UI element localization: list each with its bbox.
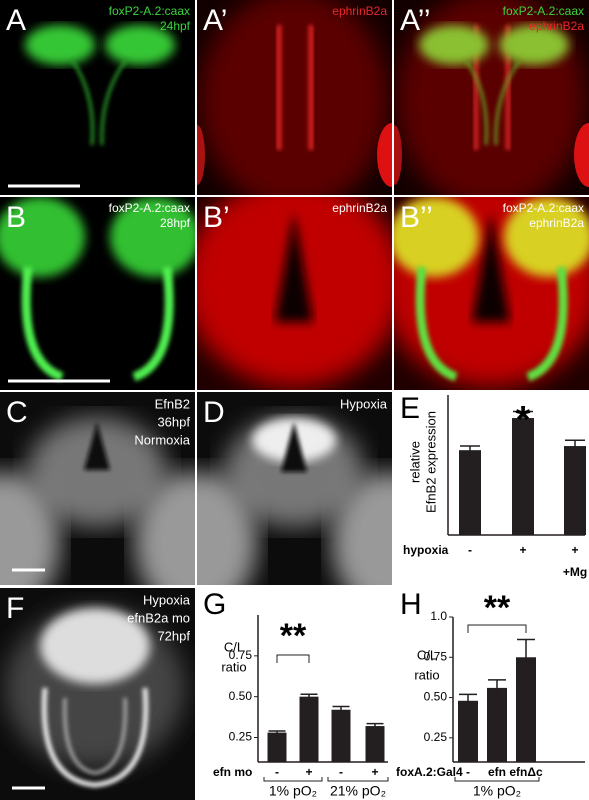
y-tick-label: 0.25: [229, 730, 253, 744]
error-bar: [459, 693, 477, 708]
group-bracket: [327, 777, 389, 782]
panel-letter: A’’: [400, 4, 431, 37]
micrograph: D Hypoxia: [197, 392, 392, 585]
significance: *: [516, 399, 531, 441]
panel-caption: EfnB2: [155, 396, 190, 411]
panel-letter: F: [6, 592, 24, 625]
panel-letter: B’’: [400, 201, 433, 234]
panel-letter: H: [400, 588, 422, 621]
micrograph: A’’ foxP2-A.2:caax ephrinB2a: [394, 0, 589, 195]
micrograph: A foxP2-A.2:caax 24hpf: [0, 0, 195, 195]
x-tick-label: +: [371, 765, 378, 779]
significance-bracket: [467, 624, 527, 633]
panel-letter: D: [203, 396, 225, 429]
micrograph: C EfnB2 36hpf Normoxia: [0, 392, 195, 585]
panel-letter: A’: [203, 4, 227, 37]
micrograph: F Hypoxia efnB2a mo 72hpf: [0, 588, 195, 800]
y-tick-label: 0.50: [424, 690, 448, 704]
x-axis-label: foxA.2:Gal4: [396, 765, 463, 779]
bar: [299, 696, 319, 762]
panel-letter: C: [6, 396, 28, 429]
bar: [512, 418, 534, 535]
panel-caption: ephrinB2a: [529, 216, 584, 230]
y-tick-label: 0.75: [229, 648, 253, 662]
error-bar: [300, 693, 318, 700]
panel-caption: ephrinB2a: [529, 19, 584, 33]
x-tick-label: -: [275, 765, 279, 779]
panel-caption: 28hpf: [160, 216, 191, 230]
x-tick-label: -: [468, 543, 472, 557]
significance: **: [280, 617, 307, 655]
error-bar: [460, 445, 480, 455]
panel-caption: foxP2-A.2:caax: [503, 4, 584, 18]
bar: [564, 446, 586, 535]
y-tick-label: 1.0: [430, 609, 447, 623]
error-bar: [565, 439, 585, 452]
y-axis-label: relative: [407, 441, 422, 483]
x-tick-label: +: [519, 543, 526, 557]
panel-caption: ephrinB2a: [332, 201, 387, 215]
panel-caption: Normoxia: [134, 432, 190, 447]
group-label: 1% pO₂: [473, 783, 521, 799]
micrograph: B’’ foxP2-A.2:caax ephrinB2a: [394, 197, 589, 390]
y-tick-label: 0.50: [229, 689, 253, 703]
panel-letter: B: [6, 201, 26, 234]
bar: [331, 709, 351, 762]
significance: **: [484, 589, 511, 627]
panel-caption: efnB2a mo: [127, 610, 190, 625]
x-tick-label: efn: [488, 765, 506, 779]
error-bar: [513, 410, 533, 425]
panel-caption: foxP2-A.2:caax: [503, 201, 584, 215]
panel-letter: E: [400, 392, 420, 425]
bar: [516, 657, 536, 762]
y-axis-label: ratio: [221, 659, 246, 674]
y-tick-label: 0.25: [424, 730, 448, 744]
error-bar: [268, 730, 286, 735]
x-axis-label: hypoxia: [403, 543, 449, 557]
group-bracket: [454, 777, 540, 782]
panel-letter: G: [203, 588, 226, 621]
micrograph: B foxP2-A.2:caax 28hpf: [0, 197, 195, 390]
error-bar: [488, 679, 506, 696]
bar: [487, 687, 507, 762]
x-tick-label: +: [571, 543, 578, 557]
panel-caption: 24hpf: [160, 19, 191, 33]
x-tick-label: -: [339, 765, 343, 779]
error-bar: [332, 705, 350, 713]
x-tick-sublabel: +Mg: [563, 565, 587, 579]
bar: [365, 726, 385, 762]
y-axis-label: C/L: [417, 647, 437, 662]
y-axis-label: ratio: [414, 667, 439, 682]
group-bracket: [263, 777, 323, 782]
y-axis-label: EfnB2 expression: [423, 411, 438, 513]
panel-caption: 36hpf: [157, 414, 190, 429]
group-label: 1% pO₂: [269, 783, 317, 799]
y-axis-label: C/L: [224, 639, 244, 654]
y-tick-label: 0.75: [424, 649, 448, 663]
group-label: 21% pO₂: [330, 783, 386, 799]
significance-bracket: [276, 654, 310, 663]
error-bar: [366, 722, 384, 729]
panel-caption: Hypoxia: [340, 396, 388, 411]
x-tick-label: efnΔc: [509, 765, 543, 779]
panel-letter: A: [6, 4, 26, 37]
panel-letter: B’: [203, 201, 230, 234]
panel-caption: ephrinB2a: [332, 4, 387, 18]
micrograph: B’ ephrinB2a: [197, 197, 392, 390]
x-tick-label: +: [305, 765, 312, 779]
x-axis-label: efn mo: [213, 765, 252, 779]
panel-caption: Hypoxia: [143, 592, 191, 607]
bar: [458, 700, 478, 762]
bar: [459, 450, 481, 535]
x-tick-label: -: [466, 765, 470, 779]
panel-caption: foxP2-A.2:caax: [109, 4, 190, 18]
panel-caption: foxP2-A.2:caax: [109, 201, 190, 215]
bar: [267, 732, 287, 762]
error-bar: [517, 638, 535, 675]
panel-caption: 72hpf: [157, 628, 190, 643]
micrograph: A’ ephrinB2a: [197, 0, 392, 195]
